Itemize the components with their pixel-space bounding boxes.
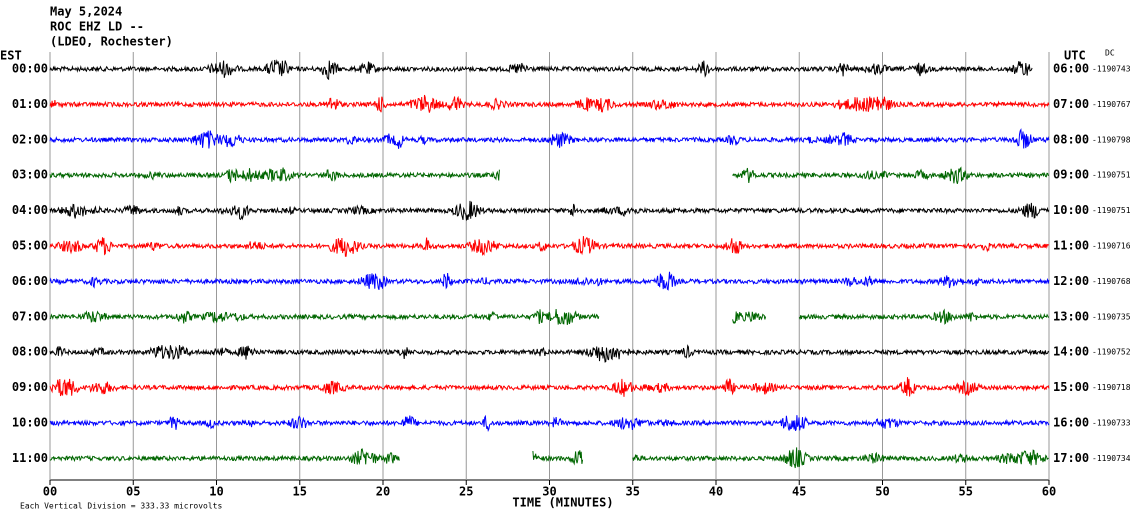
utc-label: 10:00	[1053, 203, 1089, 217]
utc-label: 06:00	[1053, 62, 1089, 76]
trace	[732, 311, 767, 325]
est-label: 04:00	[12, 203, 48, 217]
est-label: 01:00	[12, 97, 48, 111]
dc-offset: -1190752	[1092, 348, 1130, 357]
network: (LDEO, Rochester)	[50, 35, 173, 49]
utc-label: 16:00	[1053, 416, 1089, 430]
trace	[49, 344, 1050, 363]
trace	[49, 448, 400, 466]
dc-offset: -1190716	[1092, 242, 1130, 251]
est-label: 11:00	[12, 451, 48, 465]
trace	[49, 271, 1050, 291]
utc-title: UTC	[1064, 49, 1086, 63]
trace	[49, 236, 1050, 257]
est-label: 02:00	[12, 132, 48, 146]
utc-label: 12:00	[1053, 274, 1089, 288]
est-label: 03:00	[12, 168, 48, 182]
trace	[49, 59, 1033, 81]
trace	[632, 447, 1049, 469]
dc-offset: -1190735	[1092, 312, 1130, 321]
dc-offset: -1190751	[1092, 171, 1130, 180]
x-tick-label: 55	[959, 485, 973, 499]
dc-offset: -1190733	[1092, 419, 1130, 428]
dc-offset: -1190768	[1092, 277, 1130, 286]
dc-offset: -1190767	[1092, 100, 1130, 109]
utc-label: 09:00	[1053, 168, 1089, 182]
est-label: 10:00	[12, 416, 48, 430]
est-title: EST	[0, 49, 22, 63]
x-tick-label: 45	[792, 485, 806, 499]
est-label: 00:00	[12, 62, 48, 76]
x-tick-label: 20	[376, 485, 390, 499]
trace	[49, 128, 1050, 149]
trace	[49, 94, 1050, 113]
utc-label: 15:00	[1053, 380, 1089, 394]
trace	[49, 308, 600, 326]
est-label: 07:00	[12, 309, 48, 323]
est-label: 05:00	[12, 239, 48, 253]
trace	[49, 200, 1050, 221]
utc-label: 08:00	[1053, 132, 1089, 146]
x-tick-label: 15	[293, 485, 307, 499]
trace	[798, 308, 1049, 325]
utc-label: 13:00	[1053, 309, 1089, 323]
est-label: 08:00	[12, 345, 48, 359]
x-tick-label: 05	[126, 485, 140, 499]
dc-offset: -1190743	[1092, 65, 1130, 74]
x-axis-label: TIME (MINUTES)	[512, 496, 613, 510]
station: ROC EHZ LD --	[50, 20, 144, 34]
trace	[49, 167, 500, 184]
est-label: 06:00	[12, 274, 48, 288]
utc-label: 14:00	[1053, 345, 1089, 359]
est-label: 09:00	[12, 380, 48, 394]
x-tick-label: 10	[209, 485, 223, 499]
x-tick-label: 60	[1042, 485, 1056, 499]
x-tick-label: 00	[43, 485, 57, 499]
footer: Each Vertical Division = 333.33 microvol…	[20, 502, 222, 511]
dc-offset: -1190718	[1092, 383, 1130, 392]
x-tick-label: 40	[709, 485, 723, 499]
dc-offset: -1190751	[1092, 206, 1130, 215]
x-tick-label: 30	[542, 485, 556, 499]
utc-label: 11:00	[1053, 239, 1089, 253]
trace	[49, 377, 1050, 397]
x-tick-label: 25	[459, 485, 473, 499]
dc-offset: -1190734	[1092, 454, 1130, 463]
dc-title: DC	[1105, 49, 1115, 58]
date: May 5,2024	[50, 5, 122, 19]
utc-label: 17:00	[1053, 451, 1089, 465]
trace	[532, 450, 584, 466]
x-tick-label: 35	[626, 485, 640, 499]
dc-offset: -1190798	[1092, 135, 1130, 144]
trace	[49, 414, 1050, 432]
utc-label: 07:00	[1053, 97, 1089, 111]
trace	[732, 166, 1049, 184]
x-tick-label: 50	[875, 485, 889, 499]
